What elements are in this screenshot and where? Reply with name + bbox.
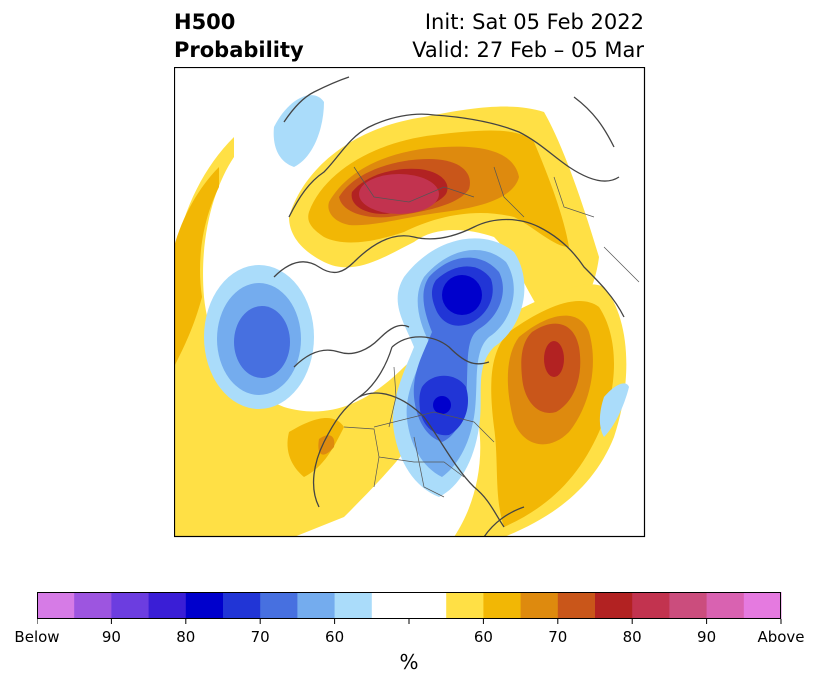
colorbar-cell	[297, 592, 336, 619]
colorbar-cell	[148, 592, 187, 619]
colorbar-cell	[260, 592, 298, 619]
colorbar-cell	[669, 592, 708, 619]
coastlines	[273, 76, 625, 537]
colorbar-tick-label: 70	[548, 628, 568, 646]
colorbar-unit-label: %	[399, 650, 419, 674]
colorbar-cell	[409, 592, 447, 619]
title-product-name: Probability	[174, 38, 304, 62]
colorbar-tick-label: 80	[176, 628, 196, 646]
colorbar-cell	[557, 592, 596, 619]
colorbar-tick-label: 90	[101, 628, 121, 646]
colorbar-cell	[185, 592, 224, 619]
colorbar-tick-label: 60	[473, 628, 493, 646]
atlantic-positive-anomaly-core	[544, 341, 564, 377]
eastern-canada-negative-anomaly-core	[433, 396, 451, 414]
northwest-negative-anomaly	[273, 95, 324, 167]
colorbar-cell	[334, 592, 373, 619]
valid-date-range: Valid: 27 Feb – 05 Mar	[412, 38, 644, 62]
colorbar-cell	[743, 592, 782, 619]
title-field-name: H500	[174, 10, 236, 34]
colorbar-cell	[371, 592, 410, 619]
colorbar-cell	[74, 592, 112, 619]
colorbar-tick-label: Below	[14, 628, 60, 646]
colorbar-cell	[632, 592, 670, 619]
colorbar-cell	[483, 592, 522, 619]
colorbar-tick-label: 70	[250, 628, 270, 646]
pacific-positive-anomaly	[174, 137, 443, 537]
map-dates: Init: Sat 05 Feb 2022 Valid: 27 Feb – 05…	[412, 8, 644, 64]
west-coast-positive-anomaly-core	[318, 435, 335, 455]
colorbar-cell	[223, 592, 261, 619]
colorbar-cell	[111, 592, 150, 619]
colorbar-tick-label: 60	[325, 628, 345, 646]
west-coast-positive-anomaly	[287, 417, 344, 477]
colorbar-cell	[706, 592, 745, 619]
pacific-positive-anomaly-inner	[174, 167, 219, 367]
pacific-negative-anomaly-core	[234, 306, 290, 378]
init-date: Init: Sat 05 Feb 2022	[424, 10, 644, 34]
map-title: H500 Probability	[174, 8, 304, 64]
colorbar-tick-label: Above	[757, 628, 805, 646]
colorbar-tick-label: 80	[622, 628, 642, 646]
map-frame	[174, 67, 646, 538]
colorbar-cell	[595, 592, 633, 619]
political-borders	[343, 166, 640, 498]
colorbar	[37, 592, 782, 624]
arctic-negative-anomaly-core	[442, 275, 482, 315]
colorbar-tick-label: 90	[697, 628, 717, 646]
colorbar-frame	[37, 592, 781, 619]
probability-map	[174, 67, 646, 538]
east-atlantic-negative-anomaly	[599, 383, 629, 437]
colorbar-cell	[520, 592, 559, 619]
colorbar-cell	[446, 592, 484, 619]
eurasia-positive-anomaly-core	[359, 174, 439, 214]
colorbar-cell	[37, 592, 75, 619]
